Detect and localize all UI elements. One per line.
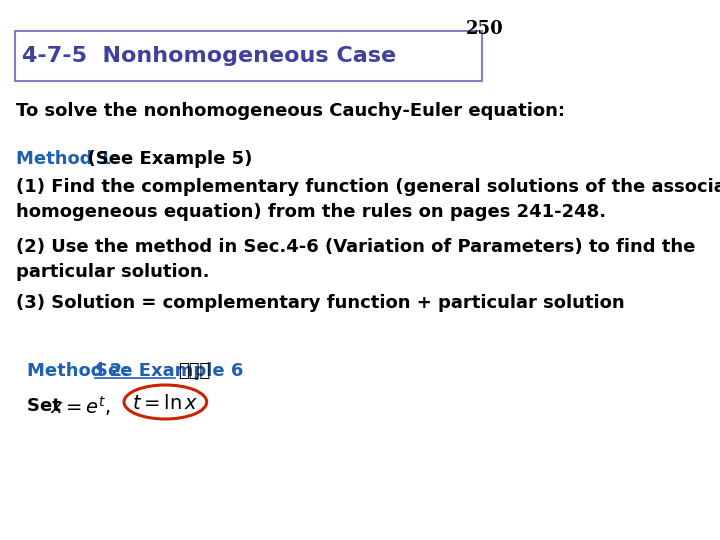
Text: (1) Find the complementary function (general solutions of the associated
homogen: (1) Find the complementary function (gen… [16,178,720,221]
Text: 250: 250 [465,20,503,38]
FancyBboxPatch shape [15,31,482,81]
Text: $t = \ln x$: $t = \ln x$ [132,394,199,413]
Text: Set: Set [27,397,68,415]
Text: $x = e^t,$: $x = e^t,$ [50,394,112,418]
Text: To solve the nonhomogeneous Cauchy-Euler equation:: To solve the nonhomogeneous Cauchy-Euler… [16,102,564,120]
Text: Method 1:: Method 1: [16,150,118,168]
Text: (See Example 5): (See Example 5) [75,150,252,168]
Text: (2) Use the method in Sec.4-6 (Variation of Parameters) to find the
particular s: (2) Use the method in Sec.4-6 (Variation… [16,238,696,281]
Text: (3) Solution = complementary function + particular solution: (3) Solution = complementary function + … [16,294,624,312]
Text: 4-7-5  Nonhomogeneous Case: 4-7-5 Nonhomogeneous Case [22,46,396,66]
Text: ，重要: ，重要 [179,362,210,380]
Text: See Example 6: See Example 6 [95,362,243,380]
Text: Method 2:: Method 2: [27,362,142,380]
